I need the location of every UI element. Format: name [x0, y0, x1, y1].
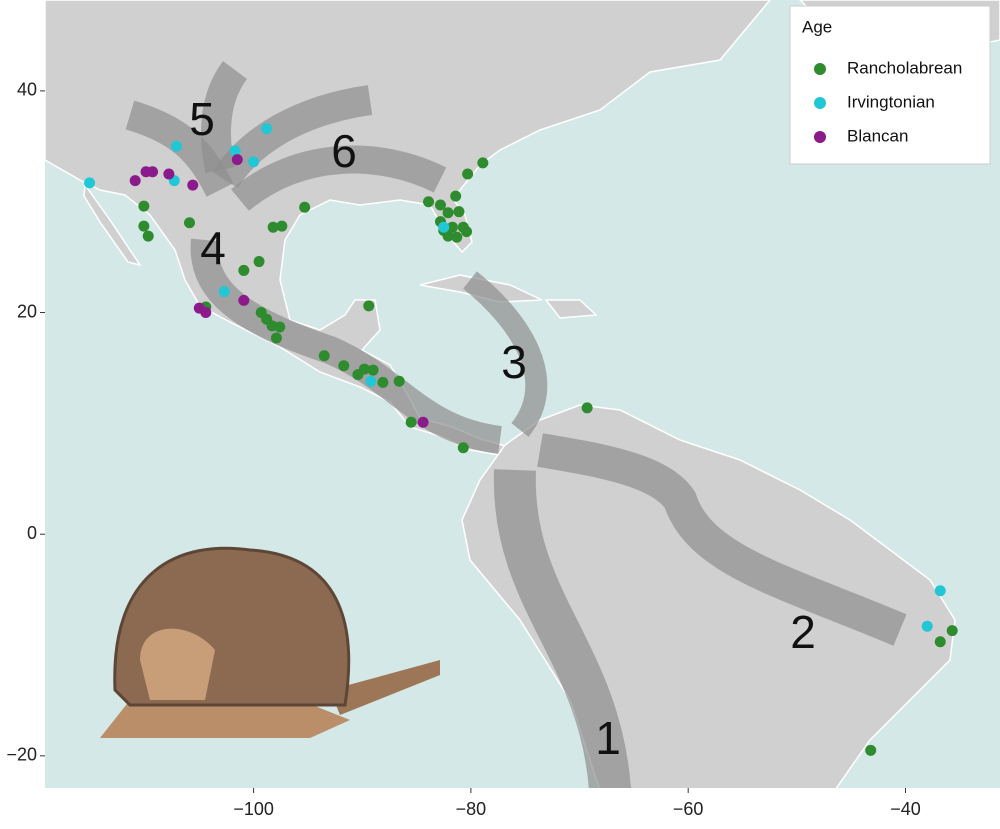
point — [442, 207, 454, 219]
point — [274, 321, 286, 333]
point — [318, 350, 330, 362]
point — [461, 226, 473, 238]
point — [457, 442, 469, 454]
point — [921, 620, 933, 632]
point — [405, 416, 417, 428]
axes: −100 −80 −60 −40 −20 0 20 40 1 2 3 4 5 6 — [6, 80, 920, 819]
legend: Age Rancholabrean Irvingtonian Blancan — [789, 5, 991, 165]
point — [338, 360, 350, 372]
point — [218, 285, 230, 297]
point — [581, 402, 593, 414]
glyptodont-illustration — [100, 546, 440, 738]
point — [267, 221, 279, 233]
legend-title: Age — [802, 17, 832, 36]
point — [393, 375, 405, 387]
point — [363, 300, 375, 312]
point — [231, 154, 243, 166]
legend-label: Rancholabrean — [847, 58, 962, 77]
route-label: 5 — [189, 93, 215, 145]
route-label: 4 — [200, 222, 226, 274]
point — [299, 201, 311, 213]
point — [462, 168, 474, 180]
legend-label: Irvingtonian — [847, 92, 935, 111]
point — [946, 625, 958, 637]
y-tick-label: 20 — [17, 301, 37, 321]
points — [84, 123, 958, 756]
point — [438, 221, 450, 233]
point — [229, 145, 241, 157]
legend-label: Blancan — [847, 126, 908, 145]
x-tick-label: −60 — [673, 799, 704, 819]
point — [138, 200, 150, 212]
point — [450, 190, 462, 202]
point — [367, 364, 379, 376]
route-label: 2 — [790, 606, 816, 658]
y-tick-label: −20 — [6, 745, 37, 765]
point — [183, 217, 195, 229]
point — [865, 744, 877, 756]
point — [423, 196, 435, 208]
point — [453, 206, 465, 218]
point — [187, 179, 199, 191]
point — [248, 156, 260, 168]
route-label: 1 — [595, 712, 621, 764]
route-label: 3 — [501, 336, 527, 388]
x-tick-label: −80 — [456, 799, 487, 819]
point — [451, 231, 463, 243]
point — [238, 294, 250, 306]
point — [170, 140, 182, 152]
point — [147, 166, 159, 178]
point — [934, 585, 946, 597]
point — [477, 157, 489, 169]
point — [84, 177, 96, 189]
y-tick-label: 0 — [27, 523, 37, 543]
x-tick-label: −40 — [890, 799, 921, 819]
point — [253, 256, 265, 268]
point — [261, 123, 273, 135]
point — [238, 264, 250, 276]
legend-swatch — [814, 131, 826, 143]
point — [377, 376, 389, 388]
point — [200, 307, 212, 319]
legend-swatch — [814, 63, 826, 75]
x-tick-label: −100 — [233, 799, 274, 819]
point — [270, 332, 282, 344]
point — [934, 636, 946, 648]
migration-arrows — [125, 61, 907, 788]
route-label: 6 — [331, 125, 357, 177]
point — [129, 175, 141, 187]
point — [434, 199, 446, 211]
point — [138, 220, 150, 232]
point — [417, 416, 429, 428]
point — [446, 221, 458, 233]
y-tick-label: 40 — [17, 80, 37, 100]
legend-swatch — [814, 97, 826, 109]
point — [358, 363, 370, 375]
point — [365, 375, 377, 387]
point — [276, 220, 288, 232]
point — [163, 168, 175, 180]
point — [142, 230, 154, 242]
